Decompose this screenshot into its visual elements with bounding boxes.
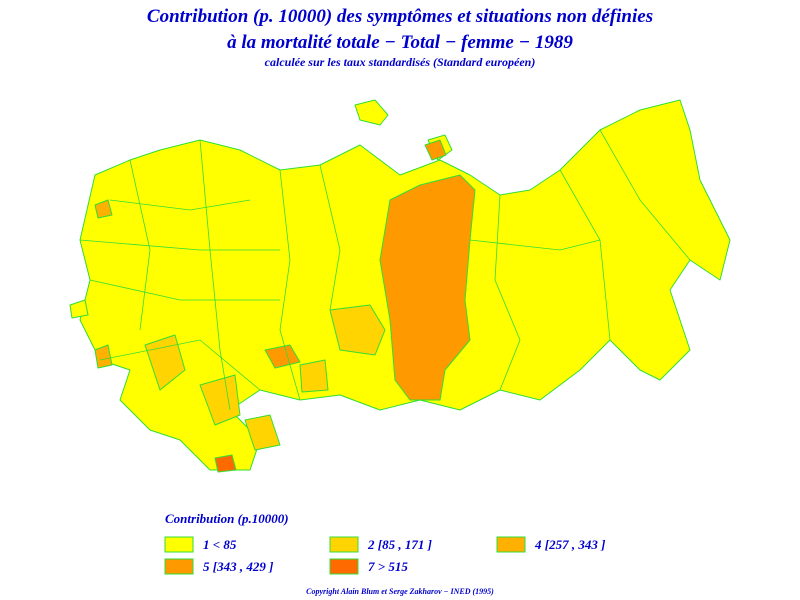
legend-label: 7 > 515 <box>368 559 408 574</box>
legend-label: 1 < 85 <box>203 537 237 552</box>
legend-label: 5 [343 , 429 ] <box>203 559 273 574</box>
legend-swatch <box>329 536 359 553</box>
region-4 <box>94 344 113 369</box>
legend-swatch <box>164 558 194 575</box>
legend-label: 4 [257 , 343 ] <box>534 537 605 552</box>
region-5 <box>264 344 301 369</box>
copyright: Copyright Alain Blum et Serge Zakharov −… <box>306 587 494 596</box>
legend-label: 2 [85 , 171 ] <box>367 537 432 552</box>
legend: 1 < 85 2 [85 , 171 ] 4 [257 , 343 ] 5 [343 … <box>164 536 605 575</box>
region-4 <box>94 199 113 219</box>
internal-borders <box>79 129 691 411</box>
region-5 <box>424 139 447 161</box>
region-2 <box>329 304 386 356</box>
region-2 <box>244 414 281 451</box>
island <box>354 99 389 126</box>
island <box>69 299 89 319</box>
legend-swatch <box>329 558 359 575</box>
region-7 <box>214 454 237 473</box>
map <box>69 99 731 473</box>
legend-title: Contribution (p.10000) <box>165 511 289 526</box>
legend-swatch <box>496 536 526 553</box>
subtitle: calculée sur les taux standardisés (Stan… <box>265 55 536 69</box>
legend-swatch <box>164 536 194 553</box>
title: Contribution (p. 10000) des symptômes et… <box>147 6 653 27</box>
region-2 <box>199 374 241 426</box>
title: à la mortalité totale − Total − femme − … <box>227 32 573 53</box>
region-5 <box>379 174 476 401</box>
region-2 <box>299 359 329 393</box>
